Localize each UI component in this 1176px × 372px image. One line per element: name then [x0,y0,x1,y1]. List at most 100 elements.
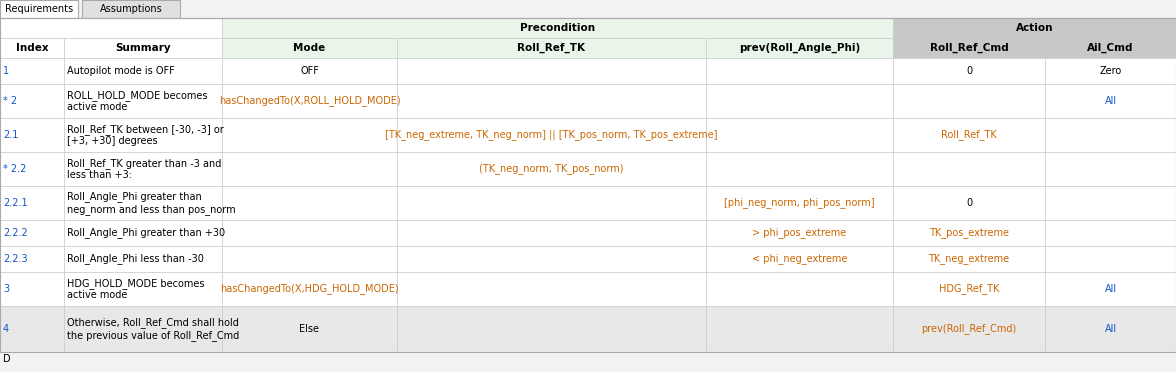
Text: Else: Else [300,324,320,334]
Bar [706,186,893,220]
Bar [706,306,893,352]
Bar [0,84,64,118]
Bar [397,246,706,272]
Bar [222,272,397,306]
Text: ROLL_HOLD_MODE becomes
active mode: ROLL_HOLD_MODE becomes active mode [67,90,207,112]
Bar [64,84,222,118]
Bar [706,84,893,118]
Bar [0,58,64,84]
Text: 2.2.2: 2.2.2 [4,228,28,238]
Text: Roll_Ref_TK: Roll_Ref_TK [517,43,586,53]
Bar [0,18,222,38]
Text: Roll_Ref_TK between [-30, -3] or
[+3, +30] degrees: Roll_Ref_TK between [-30, -3] or [+3, +3… [67,124,223,146]
Bar [1045,186,1176,220]
Text: Roll_Ref_TK: Roll_Ref_TK [941,129,997,141]
Bar [893,186,1045,220]
Bar [706,272,893,306]
Bar [893,306,1045,352]
Bar [397,272,706,306]
Bar [1045,38,1176,58]
Text: Roll_Angle_Phi greater than
neg_norm and less than pos_norm: Roll_Angle_Phi greater than neg_norm and… [67,191,235,215]
Text: Roll_Angle_Phi less than -30: Roll_Angle_Phi less than -30 [67,254,203,264]
Text: 2.2.1: 2.2.1 [4,198,27,208]
Bar [222,220,397,246]
Text: < phi_neg_extreme: < phi_neg_extreme [751,254,847,264]
Text: 1: 1 [4,66,9,76]
Bar [1045,246,1176,272]
Bar [1045,306,1176,352]
Bar [0,364,1176,372]
Bar [64,118,222,152]
Bar [0,0,78,18]
Text: 3: 3 [4,284,9,294]
Bar [0,186,64,220]
Bar [64,58,222,84]
Bar [222,306,397,352]
Text: * 2.2: * 2.2 [4,164,26,174]
Bar [397,220,706,246]
Bar [1045,84,1176,118]
Bar [222,84,397,118]
Bar [397,84,706,118]
Text: [phi_neg_norm, phi_pos_norm]: [phi_neg_norm, phi_pos_norm] [724,198,875,208]
Text: All: All [1104,96,1116,106]
Bar [0,246,64,272]
Bar [893,84,1045,118]
Bar [222,246,397,272]
Bar [222,152,397,186]
Text: 0: 0 [965,198,973,208]
Text: D: D [4,354,11,364]
Bar [222,38,397,58]
Bar [397,306,706,352]
Bar [706,220,893,246]
Text: Mode: Mode [293,43,326,53]
Text: All: All [1104,324,1116,334]
Bar [893,152,1045,186]
Bar [222,118,397,152]
Bar [64,220,222,246]
Bar [1045,118,1176,152]
Bar [893,38,1045,58]
Text: prev(Roll_Ref_Cmd): prev(Roll_Ref_Cmd) [921,324,1016,334]
Bar [0,18,1176,352]
Bar [64,246,222,272]
Text: TK_pos_extreme: TK_pos_extreme [929,228,1009,238]
Text: OFF: OFF [300,66,319,76]
Text: 0: 0 [965,66,973,76]
Bar [397,58,706,84]
Text: 2.1: 2.1 [4,130,19,140]
Bar [0,152,64,186]
Text: Zero: Zero [1100,66,1122,76]
Bar [893,246,1045,272]
Bar [893,18,1176,38]
Bar [222,58,397,84]
Bar [1045,272,1176,306]
Bar [64,38,222,58]
Bar [893,118,1045,152]
Bar [64,306,222,352]
Text: TK_neg_extreme: TK_neg_extreme [928,254,1009,264]
Text: 4: 4 [4,324,9,334]
Text: Precondition: Precondition [520,23,595,33]
Bar [706,118,893,152]
Bar [397,186,706,220]
Text: Assumptions: Assumptions [100,4,162,14]
Text: All: All [1104,284,1116,294]
Bar [0,220,64,246]
Text: Roll_Ref_Cmd: Roll_Ref_Cmd [929,43,1008,53]
Bar [706,58,893,84]
Text: [TK_neg_extreme, TK_neg_norm] || [TK_pos_norm, TK_pos_extreme]: [TK_neg_extreme, TK_neg_norm] || [TK_pos… [386,129,717,141]
Text: * 2: * 2 [4,96,18,106]
Text: (TK_neg_norm, TK_pos_norm): (TK_neg_norm, TK_pos_norm) [480,164,623,174]
Text: Otherwise, Roll_Ref_Cmd shall hold
the previous value of Roll_Ref_Cmd: Otherwise, Roll_Ref_Cmd shall hold the p… [67,317,239,341]
Bar [397,38,706,58]
Bar [397,152,706,186]
Bar [0,38,64,58]
Text: Ail_Cmd: Ail_Cmd [1088,43,1134,53]
Bar [64,186,222,220]
Bar [222,18,893,38]
Text: Requirements: Requirements [5,4,73,14]
Text: prev(Roll_Angle_Phi): prev(Roll_Angle_Phi) [739,43,860,53]
Text: > phi_pos_extreme: > phi_pos_extreme [753,228,847,238]
Bar [222,186,397,220]
